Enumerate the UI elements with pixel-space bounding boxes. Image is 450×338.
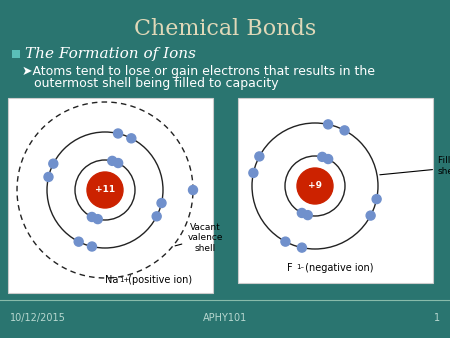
Text: Na: Na [105, 275, 118, 285]
Circle shape [93, 215, 102, 224]
Text: (negative ion): (negative ion) [302, 263, 374, 273]
Circle shape [340, 126, 349, 135]
Circle shape [44, 172, 53, 182]
Circle shape [297, 243, 306, 252]
Circle shape [318, 152, 327, 161]
Text: 1: 1 [434, 313, 440, 323]
Circle shape [366, 211, 375, 220]
Text: +9: +9 [308, 182, 322, 191]
Text: F: F [287, 263, 292, 273]
Circle shape [114, 159, 123, 168]
Circle shape [255, 152, 264, 161]
Circle shape [297, 209, 306, 217]
Circle shape [108, 156, 117, 165]
Circle shape [189, 186, 198, 194]
Bar [8, 98, 213, 293]
Circle shape [303, 211, 312, 220]
Text: 1–: 1– [296, 264, 304, 270]
Circle shape [87, 172, 123, 208]
Text: outermost shell being filled to capacity: outermost shell being filled to capacity [22, 76, 279, 90]
Circle shape [87, 213, 96, 221]
Circle shape [113, 129, 122, 138]
Text: Chemical Bonds: Chemical Bonds [134, 18, 316, 40]
Circle shape [372, 195, 381, 203]
Circle shape [297, 168, 333, 204]
Text: 10/12/2015: 10/12/2015 [10, 313, 66, 323]
Circle shape [87, 242, 96, 251]
Text: Vacant
valence
shell: Vacant valence shell [175, 223, 223, 253]
Circle shape [157, 198, 166, 208]
Text: Filled valence
shell: Filled valence shell [380, 156, 450, 176]
Circle shape [74, 237, 83, 246]
Circle shape [249, 168, 258, 177]
Text: 1+: 1+ [119, 277, 130, 283]
Text: The Formation of Ions: The Formation of Ions [25, 47, 196, 61]
Bar [238, 98, 433, 283]
Circle shape [152, 212, 161, 221]
Text: ➤Atoms tend to lose or gain electrons that results in the: ➤Atoms tend to lose or gain electrons th… [22, 66, 375, 78]
Circle shape [324, 154, 333, 164]
Circle shape [127, 134, 136, 143]
Text: +11: +11 [95, 186, 115, 194]
Text: APHY101: APHY101 [203, 313, 247, 323]
Circle shape [49, 159, 58, 168]
Bar [12, 50, 20, 58]
Text: (positive ion): (positive ion) [125, 275, 192, 285]
Circle shape [281, 237, 290, 246]
Circle shape [324, 120, 333, 129]
